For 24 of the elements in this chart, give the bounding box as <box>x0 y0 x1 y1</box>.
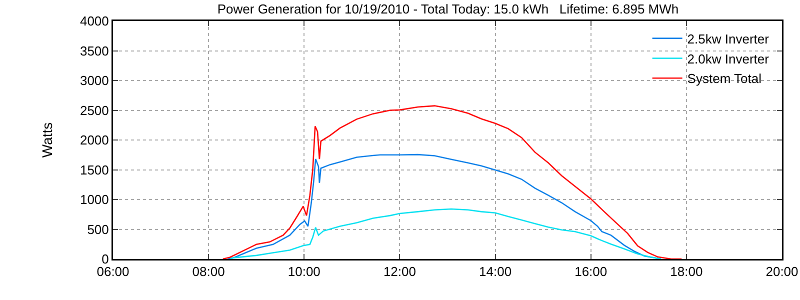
y-tick-label: 0 <box>102 252 109 267</box>
x-tick-label: 08:00 <box>192 264 225 280</box>
chart-title: Power Generation for 10/19/2010 - Total Today: 15.0 kWh Lifetime: 6.895 MWh <box>217 2 679 17</box>
y-axis-title: Watts <box>38 122 55 158</box>
y-tick-label: 2500 <box>80 102 109 118</box>
y-tick-label: 500 <box>87 222 109 237</box>
y-tick-label: 4000 <box>80 14 109 29</box>
legend-label: 2.0kw Inverter <box>687 51 770 66</box>
x-tick-label: 18:00 <box>670 264 703 280</box>
line-series <box>222 105 682 259</box>
legend-label: System Total <box>687 71 762 86</box>
y-tick-label: 3000 <box>80 73 109 88</box>
legend-label: 2.5kw Inverter <box>687 31 770 46</box>
y-tick-label: 2000 <box>80 132 109 148</box>
x-tick-label: 06:00 <box>96 264 130 280</box>
line-series <box>229 208 662 259</box>
x-tick-label: 10:00 <box>288 264 320 280</box>
x-tick-label: 12:00 <box>383 264 416 280</box>
x-tick-label: 20:00 <box>766 264 798 280</box>
y-tick-label: 3500 <box>80 43 109 58</box>
x-tick-label: 14:00 <box>479 264 512 280</box>
y-tick-label: 1500 <box>80 162 109 178</box>
y-tick-label: 1000 <box>80 192 109 208</box>
x-tick-label: 16:00 <box>574 264 608 280</box>
